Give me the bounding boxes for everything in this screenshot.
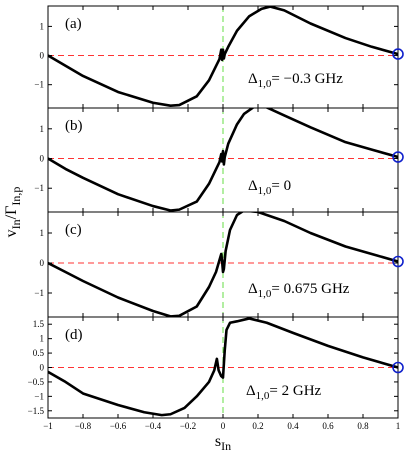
x-tick-label: 0.8 [357, 421, 369, 431]
y-tick-label: −1 [34, 288, 44, 298]
panel-annotation: Δ1,0= 0.675 GHz [248, 281, 350, 300]
y-tick-label: 0 [40, 51, 45, 61]
series-line [48, 317, 398, 417]
end-marker [392, 255, 404, 268]
x-tick-label: −0.4 [145, 421, 162, 431]
series-line [48, 212, 398, 317]
x-tick-label: −0.8 [75, 421, 92, 431]
x-axis-label: sIn [215, 433, 231, 453]
panel-3: −1 0 1 (c) Δ1,0= 0.675 GHz [34, 211, 404, 318]
panel-1: −1 0 1 (a) Δ1,0= −0.3 GHz [34, 5, 404, 109]
x-tick-label: 0.4 [287, 421, 299, 431]
y-tick-label: −1.5 [28, 406, 45, 416]
end-marker [392, 361, 404, 374]
panel-label: (a) [65, 16, 82, 32]
y-tick-label: −1 [34, 391, 44, 401]
panel-label: (d) [65, 327, 83, 343]
y-tick-label: 1 [40, 21, 45, 31]
x-tick-label: 0.2 [252, 421, 263, 431]
panel-label: (c) [65, 222, 82, 238]
y-tick-label: 0 [40, 154, 45, 164]
panel-annotation: Δ1,0= 2 GHz [246, 383, 322, 402]
series-line [48, 6, 398, 107]
panel-label: (b) [65, 118, 83, 134]
x-tick-label: −1 [43, 421, 53, 431]
x-tick-label: 0 [221, 421, 226, 431]
x-tick-label: −0.2 [180, 421, 196, 431]
y-tick-label: −1 [34, 183, 44, 193]
series-line [48, 108, 398, 212]
y-tick-label: −1 [34, 80, 44, 90]
y-tick-label: 1 [40, 334, 45, 344]
y-tick-label: 0.5 [33, 348, 45, 358]
y-tick-label: 1 [40, 124, 45, 134]
panel-2: −1 0 1 (b) Δ1,0= 0 [34, 107, 404, 213]
end-marker [392, 48, 404, 60]
y-tick-label: 1 [40, 228, 45, 238]
y-tick-label: 1.5 [33, 319, 45, 329]
panel-annotation: Δ1,0= −0.3 GHz [248, 71, 343, 90]
end-marker [392, 151, 404, 163]
y-axis-label: vIn/ΓIn,p [3, 187, 23, 238]
x-tick-label: −0.6 [110, 421, 127, 431]
panel-annotation: Δ1,0= 0 [248, 178, 291, 197]
y-tick-label: 0 [40, 363, 45, 373]
x-tick-label: 0.6 [322, 421, 334, 431]
x-tick-label: 1 [396, 421, 401, 431]
panel-4: −1.5 −1 −0.5 0 0.5 1 1.5 (d) Δ1,0= 2 GHz [28, 316, 404, 419]
y-tick-label: −0.5 [28, 377, 45, 387]
y-tick-label: 0 [40, 258, 45, 268]
